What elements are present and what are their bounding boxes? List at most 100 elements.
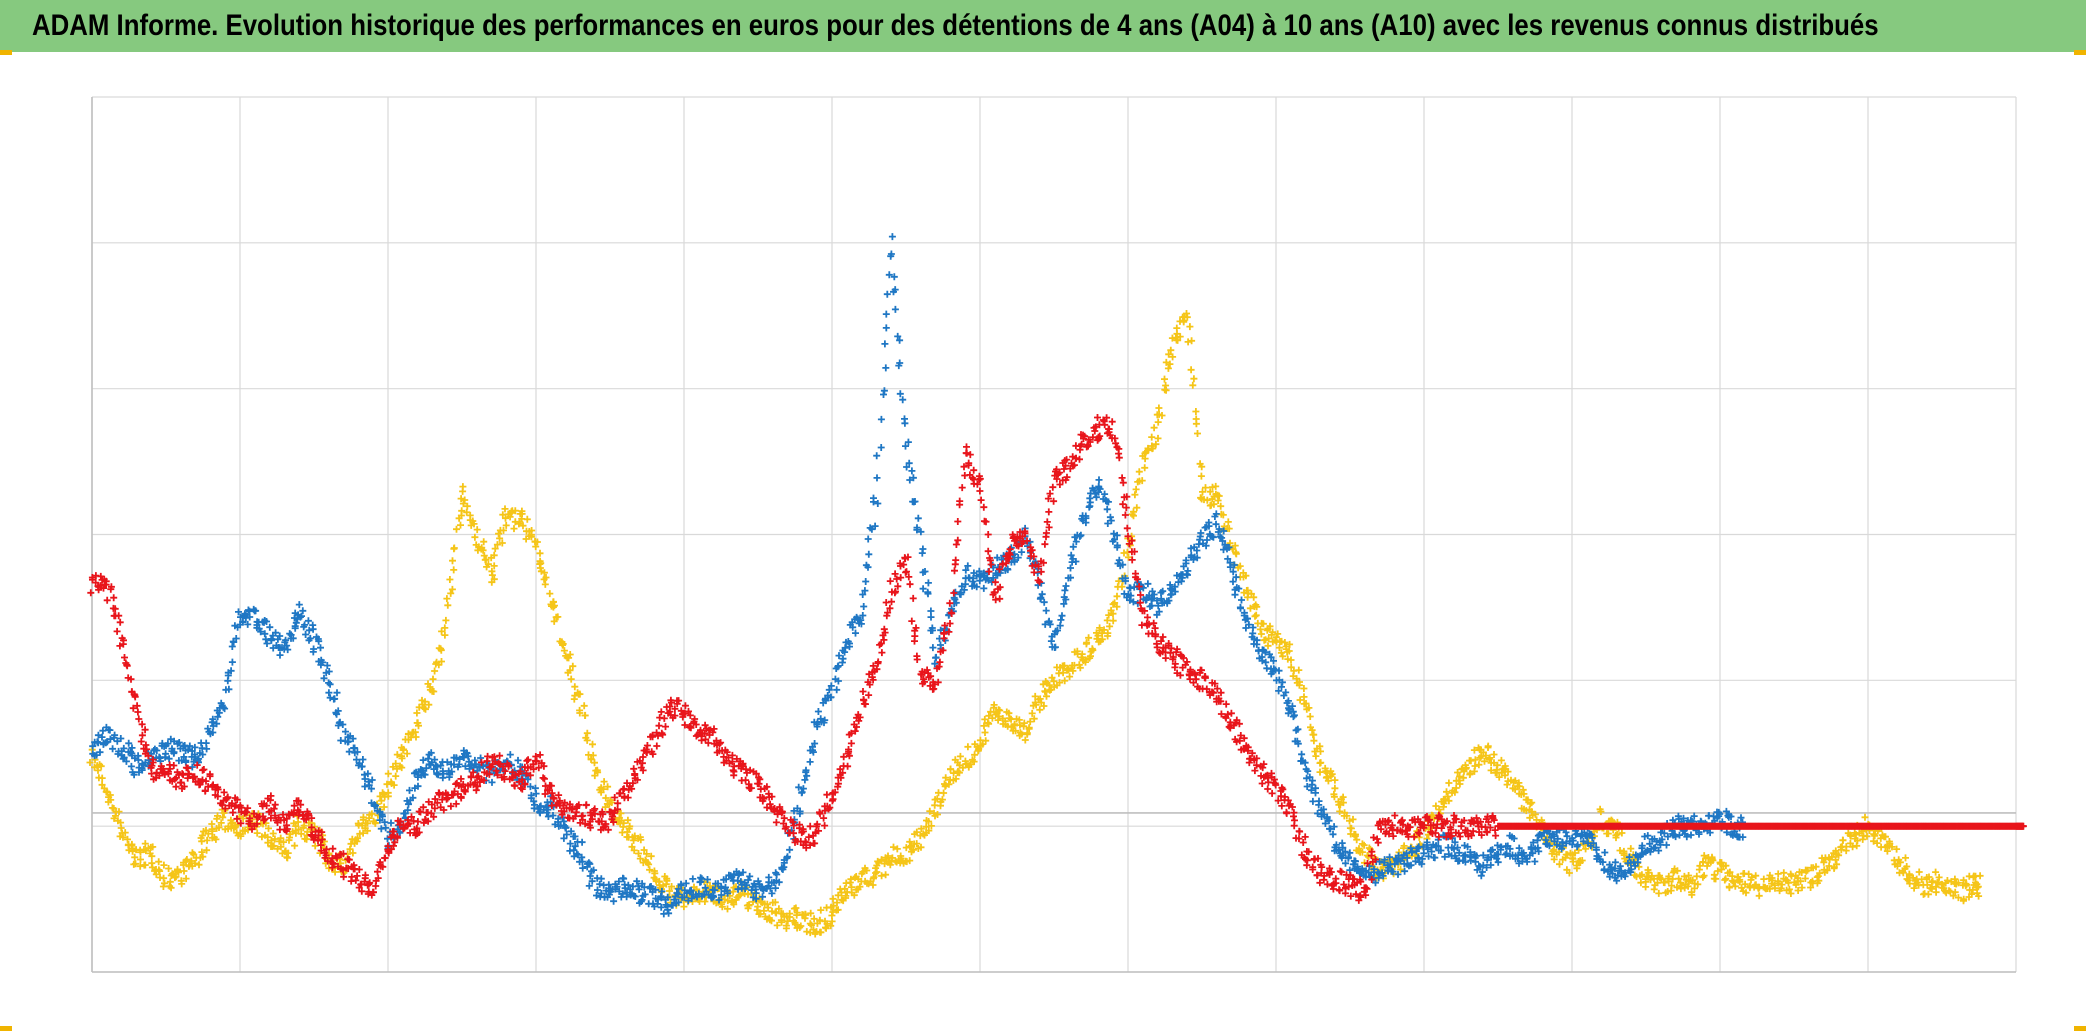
data-point-marker <box>550 617 558 625</box>
data-point-marker <box>531 538 539 546</box>
data-point-marker <box>421 698 429 706</box>
data-point-marker <box>1291 816 1298 824</box>
data-point-marker <box>589 751 597 759</box>
data-point-marker <box>1932 868 1940 876</box>
data-point-marker <box>148 863 156 871</box>
data-point-marker <box>782 922 790 930</box>
data-point-marker <box>359 756 367 763</box>
data-point-marker <box>1317 747 1324 755</box>
data-point-marker <box>443 795 451 803</box>
data-point-marker <box>156 867 164 875</box>
data-point-marker <box>872 864 880 872</box>
data-point-marker <box>882 310 890 318</box>
data-point-marker <box>927 613 935 621</box>
data-point-marker <box>820 814 828 822</box>
data-point-marker <box>1475 761 1483 769</box>
data-point-marker <box>569 662 577 670</box>
data-point-marker <box>1550 846 1558 854</box>
data-point-marker <box>1932 888 1940 896</box>
data-point-marker <box>833 899 841 907</box>
data-point-marker <box>1020 722 1028 730</box>
data-point-marker <box>424 680 432 688</box>
data-point-marker <box>377 797 385 805</box>
data-point-marker <box>814 708 822 715</box>
data-point-marker <box>1269 628 1277 636</box>
data-point-marker <box>253 829 261 837</box>
data-point-marker <box>977 496 985 504</box>
data-point-marker <box>873 474 881 482</box>
data-point-marker <box>286 630 294 638</box>
data-point-marker <box>863 867 871 874</box>
data-point-marker <box>1279 652 1287 660</box>
data-point-marker <box>934 811 941 818</box>
data-point-marker <box>689 875 697 883</box>
data-point-marker <box>1030 568 1038 576</box>
series-markers <box>89 233 1747 918</box>
data-point-marker <box>764 904 772 912</box>
data-point-marker <box>1176 333 1184 341</box>
data-point-marker <box>215 824 223 831</box>
data-point-marker <box>929 644 937 652</box>
data-point-marker <box>229 809 237 816</box>
data-point-marker <box>1169 353 1177 361</box>
data-point-marker <box>380 790 388 798</box>
data-point-marker <box>291 842 299 850</box>
data-point-marker <box>778 918 786 926</box>
data-point-marker <box>1150 424 1158 432</box>
data-point-marker <box>1604 830 1612 838</box>
data-point-marker <box>897 855 905 862</box>
data-point-marker <box>897 574 905 582</box>
data-point-marker <box>450 545 458 553</box>
data-point-marker <box>768 889 776 897</box>
data-point-marker <box>1295 666 1303 674</box>
data-point-marker <box>625 825 633 833</box>
data-point-marker <box>502 514 509 522</box>
data-point-marker <box>1287 663 1295 671</box>
data-point-marker <box>398 754 406 762</box>
data-point-marker <box>1459 774 1467 782</box>
data-point-marker <box>1144 446 1152 454</box>
data-point-marker <box>881 860 889 868</box>
data-point-marker <box>864 535 872 543</box>
data-point-marker <box>947 765 955 773</box>
data-point-marker <box>643 850 651 858</box>
data-point-marker <box>1180 318 1188 326</box>
data-point-marker <box>1101 421 1109 429</box>
data-point-marker <box>927 822 935 830</box>
data-point-marker <box>1155 404 1163 412</box>
data-point-marker <box>108 804 116 812</box>
data-point-marker <box>803 928 811 936</box>
data-point-marker <box>651 869 659 877</box>
data-point-marker <box>414 719 422 727</box>
data-point-marker <box>1061 586 1069 594</box>
data-point-marker <box>1056 679 1064 687</box>
data-point-marker <box>329 845 337 853</box>
data-point-marker <box>602 794 610 802</box>
data-point-marker <box>363 827 371 835</box>
data-point-marker <box>236 830 244 838</box>
data-point-marker <box>873 868 881 876</box>
data-point-marker <box>276 651 284 659</box>
data-point-marker <box>869 881 877 889</box>
data-point-marker <box>354 820 362 827</box>
data-point-marker <box>113 627 121 635</box>
data-point-marker <box>1400 842 1408 850</box>
data-point-marker <box>457 521 464 529</box>
data-point-marker <box>913 652 921 660</box>
data-point-marker <box>1103 505 1111 513</box>
data-point-marker <box>913 828 921 836</box>
data-point-marker <box>304 617 312 625</box>
data-point-marker <box>1026 718 1034 726</box>
data-point-marker <box>1300 685 1308 692</box>
data-point-marker <box>1902 854 1909 862</box>
data-point-marker <box>1477 872 1485 880</box>
data-point-marker <box>981 729 989 736</box>
data-point-marker <box>1924 890 1932 898</box>
data-point-marker <box>471 533 479 541</box>
data-point-marker <box>148 852 156 860</box>
data-point-marker <box>1186 675 1194 683</box>
data-point-marker <box>140 846 148 853</box>
data-point-marker <box>1266 622 1274 630</box>
data-point-marker <box>925 827 933 835</box>
data-point-marker <box>1501 851 1509 859</box>
